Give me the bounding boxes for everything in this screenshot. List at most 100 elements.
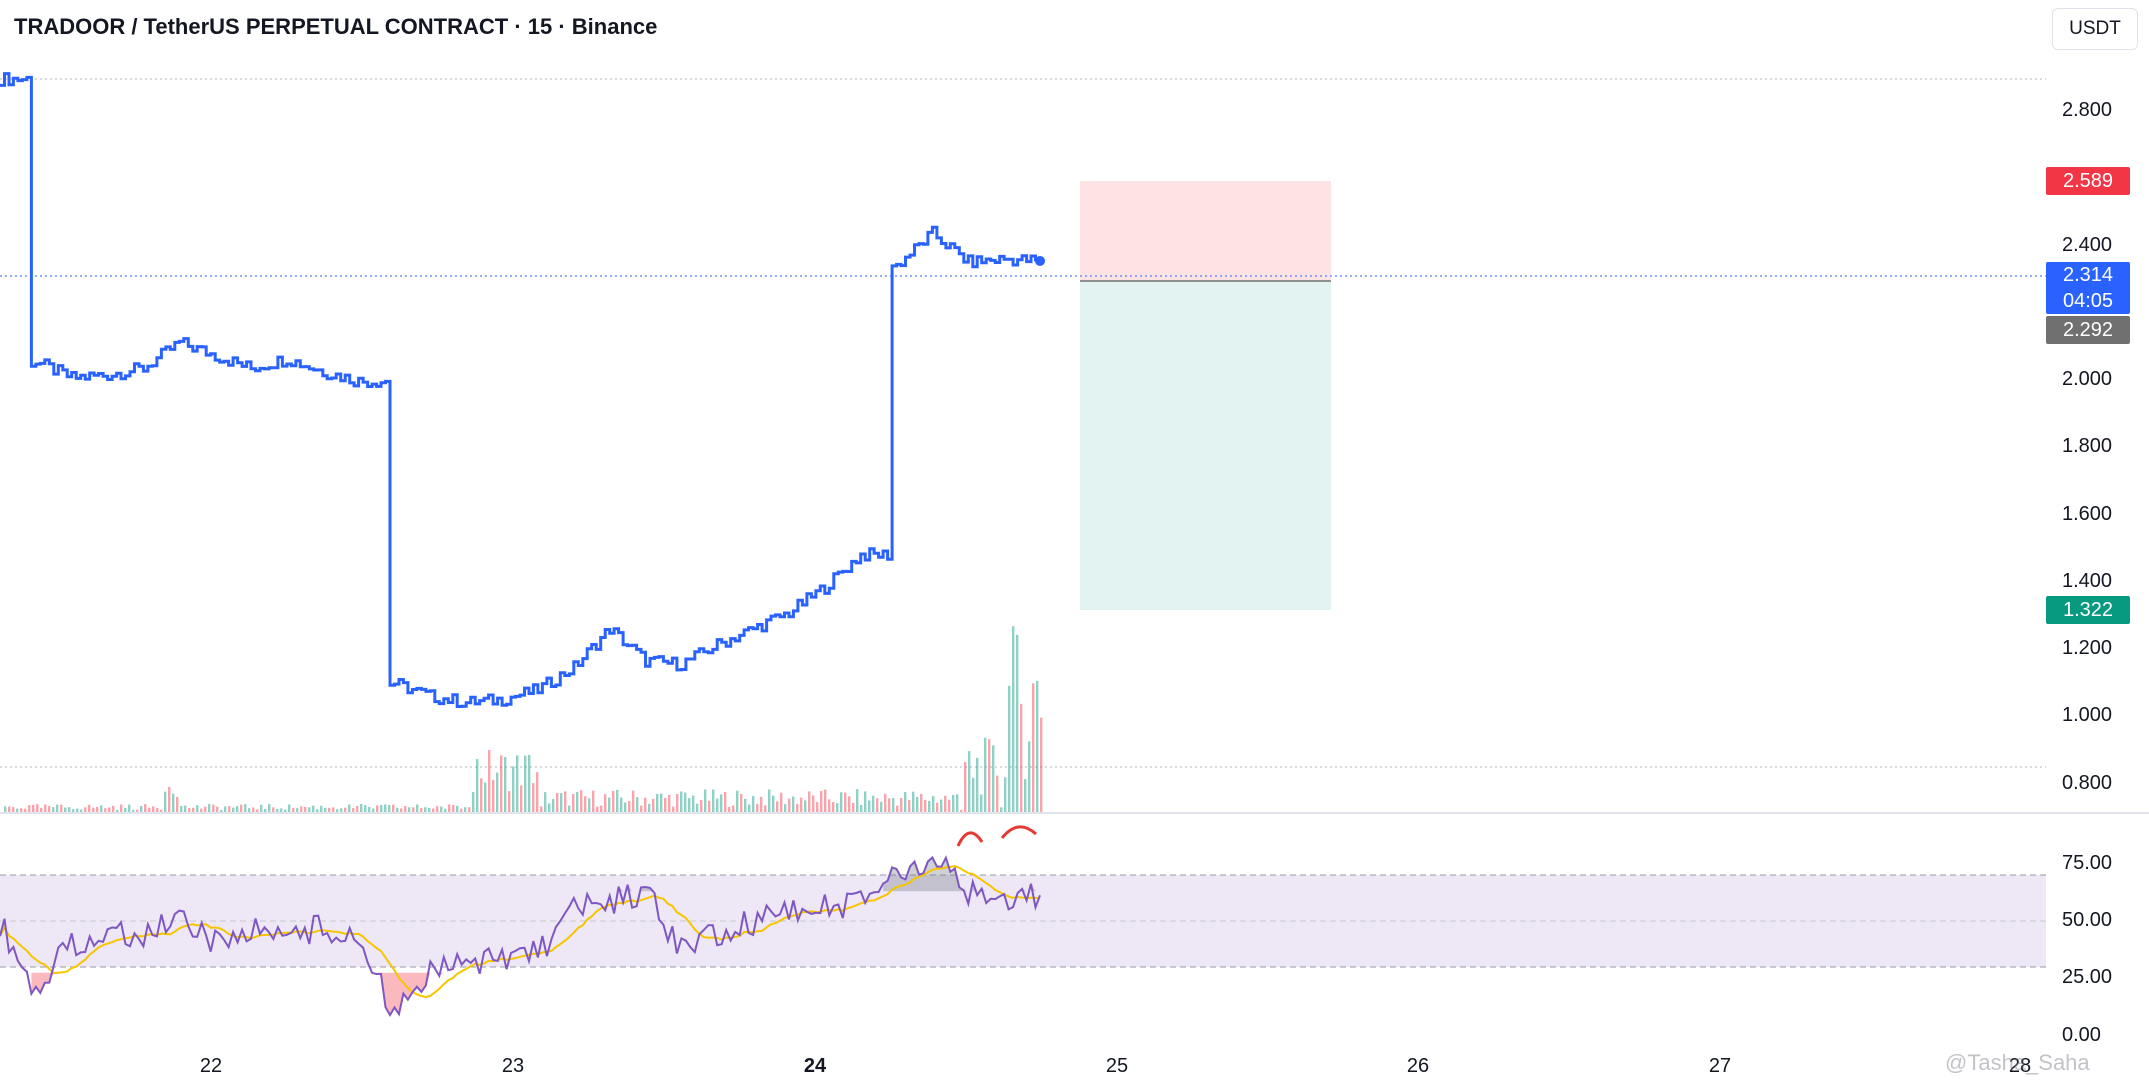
volume-bar <box>832 802 835 812</box>
volume-bar <box>256 809 259 812</box>
rsi-tick: 25.00 <box>2062 966 2113 988</box>
stop-loss-price-label[interactable]: 2.589 <box>2046 167 2130 195</box>
volume-bar <box>872 795 875 812</box>
volume-bar <box>372 808 375 812</box>
price-tick: 2.800 <box>2062 99 2113 121</box>
take-profit-price-label[interactable]: 1.322 <box>2046 596 2130 624</box>
volume-bar <box>704 789 707 812</box>
volume-bar <box>784 804 787 812</box>
volume-bar <box>428 807 431 812</box>
volume-bar <box>480 778 483 812</box>
volume-bar <box>448 804 451 812</box>
volume-bar <box>764 805 767 812</box>
volume-bar <box>84 807 87 812</box>
volume-bar <box>640 805 643 812</box>
volume-bar <box>636 797 639 812</box>
volume-bar <box>472 791 475 812</box>
volume-bar <box>828 799 831 812</box>
volume-bar <box>320 805 323 812</box>
volume-bar <box>1008 685 1011 812</box>
volume-bar <box>948 799 951 812</box>
volume-bar <box>204 806 207 812</box>
volume-bar <box>676 794 679 812</box>
volume-bar <box>668 794 671 812</box>
volume-bar <box>72 809 75 812</box>
volume-bar <box>200 808 203 812</box>
volume-bar <box>508 791 511 812</box>
volume-bar <box>584 796 587 812</box>
annotation-arc-2[interactable] <box>1000 825 1037 839</box>
time-tick: 27 <box>1708 1055 1732 1077</box>
currency-button[interactable]: USDT <box>2052 8 2138 50</box>
volume-bar <box>148 807 151 812</box>
volume-bar <box>288 804 291 812</box>
volume-bar <box>620 797 623 812</box>
volume-bar <box>952 794 955 812</box>
volume-bar <box>664 797 667 812</box>
volume-bar <box>544 792 547 812</box>
rsi-tick: 75.00 <box>2062 852 2113 874</box>
volume-bar <box>224 806 227 812</box>
volume-bar <box>24 808 27 812</box>
annotation-arc-1[interactable] <box>956 831 984 847</box>
volume-bar <box>88 804 91 812</box>
volume-bar <box>424 807 427 812</box>
volume-bar <box>972 777 975 812</box>
price-tick: 2.000 <box>2062 368 2113 390</box>
volume-bar <box>444 808 447 812</box>
volume-bar <box>164 791 167 812</box>
volume-bar <box>468 807 471 812</box>
volume-bar <box>20 808 23 812</box>
volume-bar <box>440 806 443 812</box>
volume-bar <box>984 737 987 812</box>
volume-bar <box>960 809 963 812</box>
volume-bar <box>152 806 155 812</box>
volume-bar <box>408 807 411 812</box>
entry-price-label[interactable]: 2.292 <box>2046 316 2130 344</box>
volume-bar <box>276 809 279 812</box>
volume-bar <box>616 789 619 812</box>
volume-bar <box>912 791 915 812</box>
last-price-marker <box>1035 255 1045 266</box>
volume-bar <box>876 798 879 812</box>
volume-bar <box>944 795 947 812</box>
volume-bar <box>740 794 743 812</box>
volume-bar <box>332 807 335 812</box>
volume-bar <box>768 789 771 812</box>
volume-bar <box>284 809 287 812</box>
volume-bar <box>500 755 503 812</box>
volume-bar <box>932 796 935 812</box>
volume-bar <box>384 804 387 812</box>
volume-bar <box>452 805 455 812</box>
volume-bar <box>240 804 243 812</box>
volume-bar <box>644 797 647 812</box>
volume-bar <box>904 791 907 812</box>
volume-bar <box>1028 741 1031 812</box>
current-price-label[interactable]: 2.314 04:05 <box>2046 262 2130 314</box>
volume-bar <box>880 801 883 812</box>
volume-bar <box>48 806 51 812</box>
volume-bar <box>300 806 303 812</box>
volume-bar <box>888 798 891 812</box>
volume-bar <box>456 805 459 812</box>
volume-bar <box>340 808 343 812</box>
volume-bar <box>716 798 719 812</box>
volume-bar <box>560 793 563 812</box>
volume-bar <box>744 798 747 812</box>
volume-bar <box>492 779 495 812</box>
volume-bar <box>916 796 919 812</box>
volume-bar <box>344 807 347 812</box>
stop-loss-zone[interactable] <box>1080 181 1331 281</box>
volume-bar <box>1020 703 1023 812</box>
take-profit-zone[interactable] <box>1080 281 1331 610</box>
rsi-tick: 0.00 <box>2062 1024 2101 1046</box>
price-tick: 1.400 <box>2062 570 2113 592</box>
volume-bar <box>732 805 735 812</box>
volume-bar <box>788 798 791 812</box>
watermark: @Tasha_Saha <box>1945 1050 2090 1075</box>
volume-bar <box>684 792 687 812</box>
volume-bar <box>724 792 727 812</box>
volume-bar <box>800 797 803 812</box>
volume-bar <box>852 802 855 812</box>
